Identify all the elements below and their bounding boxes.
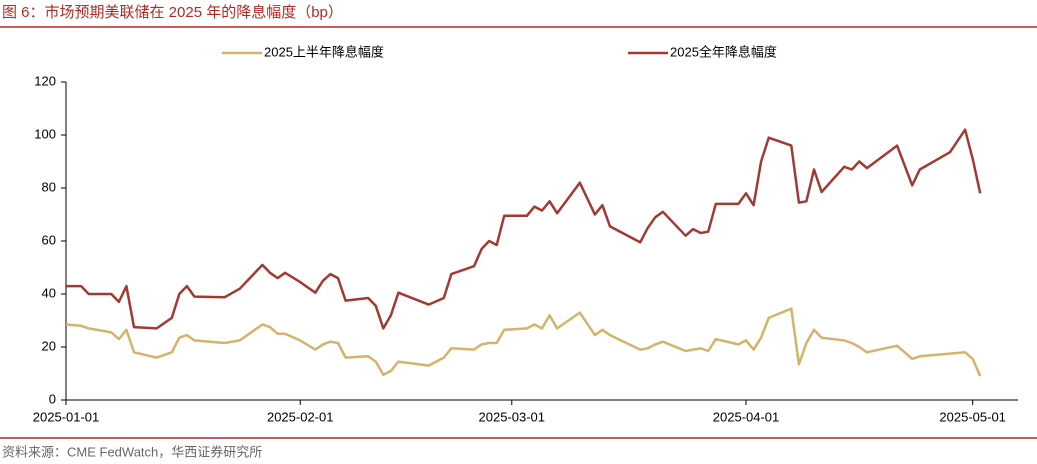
x-tick-label: 2025-04-01 [713, 409, 780, 424]
series-line [65, 307, 982, 377]
y-tick-label: 20 [42, 338, 56, 353]
y-tick-label: 120 [34, 73, 56, 88]
source: 资料来源：CME FedWatch，华西证券研究所 [2, 444, 262, 459]
y-tick-label: 60 [42, 232, 56, 247]
x-tick-label: 2025-02-01 [267, 409, 334, 424]
y-tick-label: 100 [34, 126, 56, 141]
x-tick-label: 2025-05-01 [939, 409, 1006, 424]
x-tick-label: 2025-03-01 [479, 409, 546, 424]
series-line [66, 128, 982, 330]
legend-label: 2025上半年降息幅度 [264, 44, 384, 59]
legend-label: 2025全年降息幅度 [670, 44, 777, 59]
y-tick-label: 80 [42, 179, 56, 194]
y-tick-label: 0 [49, 391, 56, 406]
y-tick-label: 40 [42, 285, 56, 300]
x-tick-label: 2025-01-01 [33, 409, 100, 424]
chart-title: 图 6：市场预期美联储在 2025 年的降息幅度（bp） [2, 4, 343, 21]
